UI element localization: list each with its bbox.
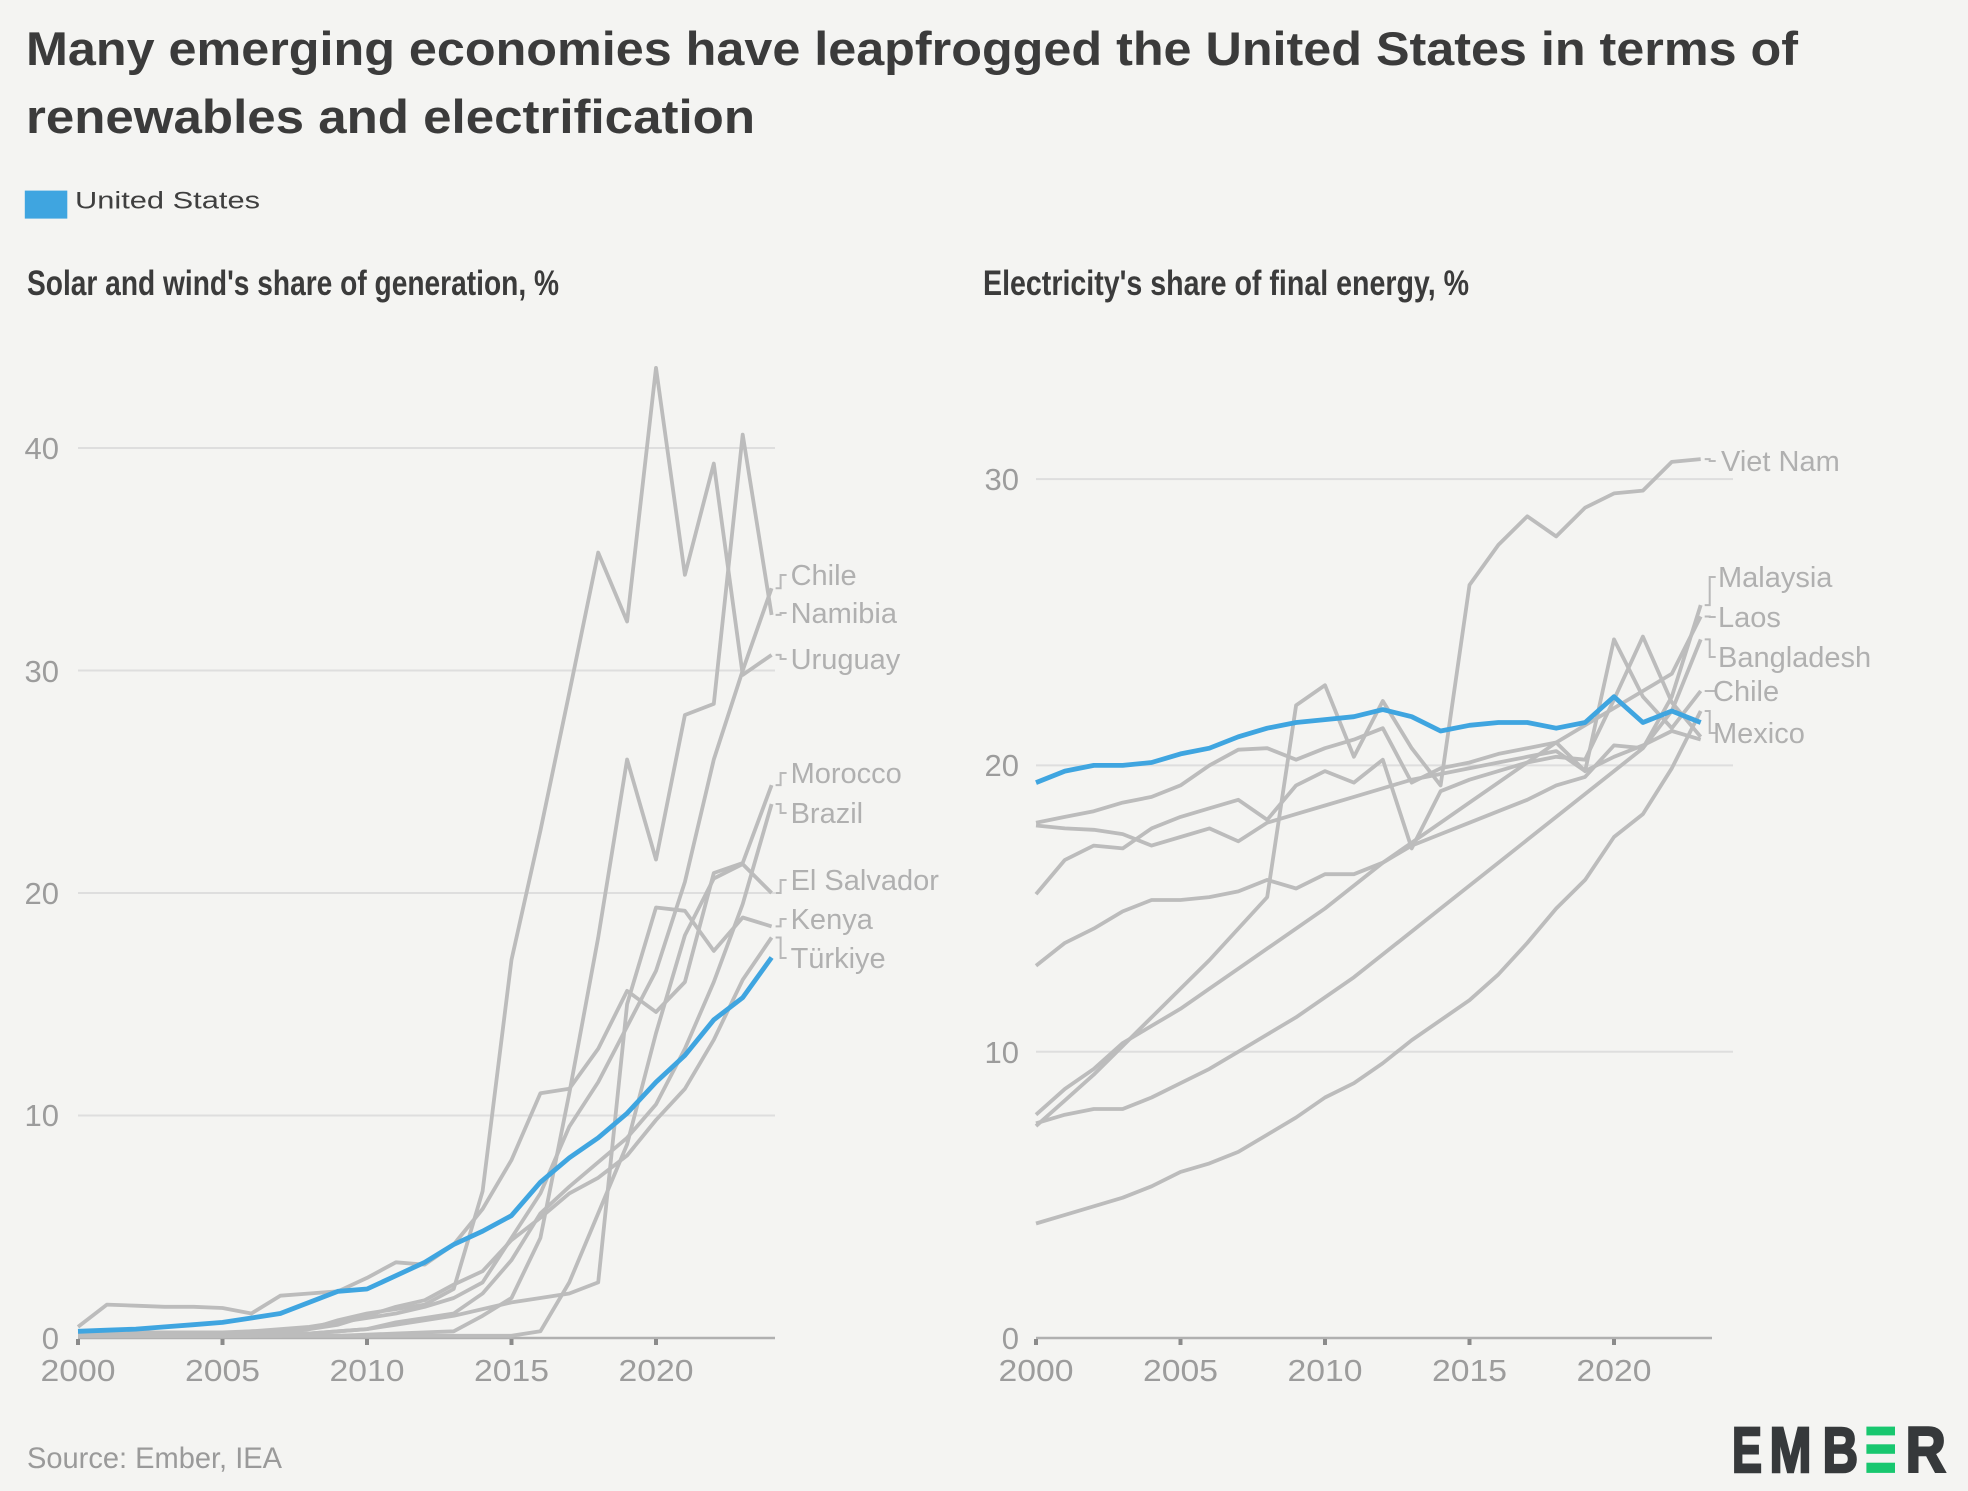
svg-text:2020: 2020 <box>619 1353 694 1388</box>
svg-text:Kenya: Kenya <box>791 904 874 936</box>
svg-text:10: 10 <box>985 1035 1019 1070</box>
svg-text:Chile: Chile <box>791 560 857 592</box>
svg-text:2000: 2000 <box>999 1353 1074 1388</box>
svg-text:2005: 2005 <box>1143 1353 1218 1388</box>
svg-text:Chile: Chile <box>1713 676 1779 708</box>
svg-text:30: 30 <box>985 462 1019 497</box>
svg-text:40: 40 <box>25 431 59 466</box>
svg-text:renewables and electrification: renewables and electrification <box>26 90 755 143</box>
svg-text:2020: 2020 <box>1577 1353 1652 1388</box>
svg-text:Türkiye: Türkiye <box>791 943 886 975</box>
svg-text:Source: Ember, IEA: Source: Ember, IEA <box>27 1442 282 1475</box>
svg-text:20: 20 <box>25 876 59 911</box>
svg-text:2000: 2000 <box>41 1353 116 1388</box>
svg-text:R: R <box>1906 1414 1946 1486</box>
svg-text:B: B <box>1823 1414 1858 1486</box>
svg-text:Bangladesh: Bangladesh <box>1718 642 1871 674</box>
svg-text:2015: 2015 <box>474 1353 549 1388</box>
svg-text:Viet Nam: Viet Nam <box>1721 446 1840 478</box>
svg-text:El Salvador: El Salvador <box>791 865 940 897</box>
svg-text:E: E <box>1732 1414 1762 1486</box>
svg-text:Uruguay: Uruguay <box>791 644 901 676</box>
svg-text:Many emerging economies have l: Many emerging economies have leapfrogged… <box>26 22 1798 75</box>
svg-text:Morocco: Morocco <box>791 758 902 790</box>
svg-text:Solar and wind's share of gene: Solar and wind's share of generation, % <box>27 264 559 303</box>
svg-text:Electricity's share of final e: Electricity's share of final energy, % <box>983 264 1469 303</box>
svg-text:Namibia: Namibia <box>791 598 898 630</box>
svg-text:Malaysia: Malaysia <box>1718 562 1833 594</box>
svg-text:2005: 2005 <box>185 1353 260 1388</box>
svg-text:10: 10 <box>25 1098 59 1133</box>
svg-text:Mexico: Mexico <box>1713 718 1805 750</box>
svg-text:0: 0 <box>42 1321 59 1356</box>
svg-text:20: 20 <box>985 748 1019 783</box>
svg-text:Brazil: Brazil <box>791 798 864 830</box>
svg-text:United States: United States <box>75 188 260 215</box>
svg-text:0: 0 <box>1002 1321 1019 1356</box>
svg-text:30: 30 <box>25 654 59 689</box>
svg-text:2015: 2015 <box>1432 1353 1507 1388</box>
svg-text:2010: 2010 <box>330 1353 405 1388</box>
svg-text:M: M <box>1770 1414 1812 1486</box>
svg-text:2010: 2010 <box>1288 1353 1363 1388</box>
svg-text:Laos: Laos <box>1718 602 1781 634</box>
